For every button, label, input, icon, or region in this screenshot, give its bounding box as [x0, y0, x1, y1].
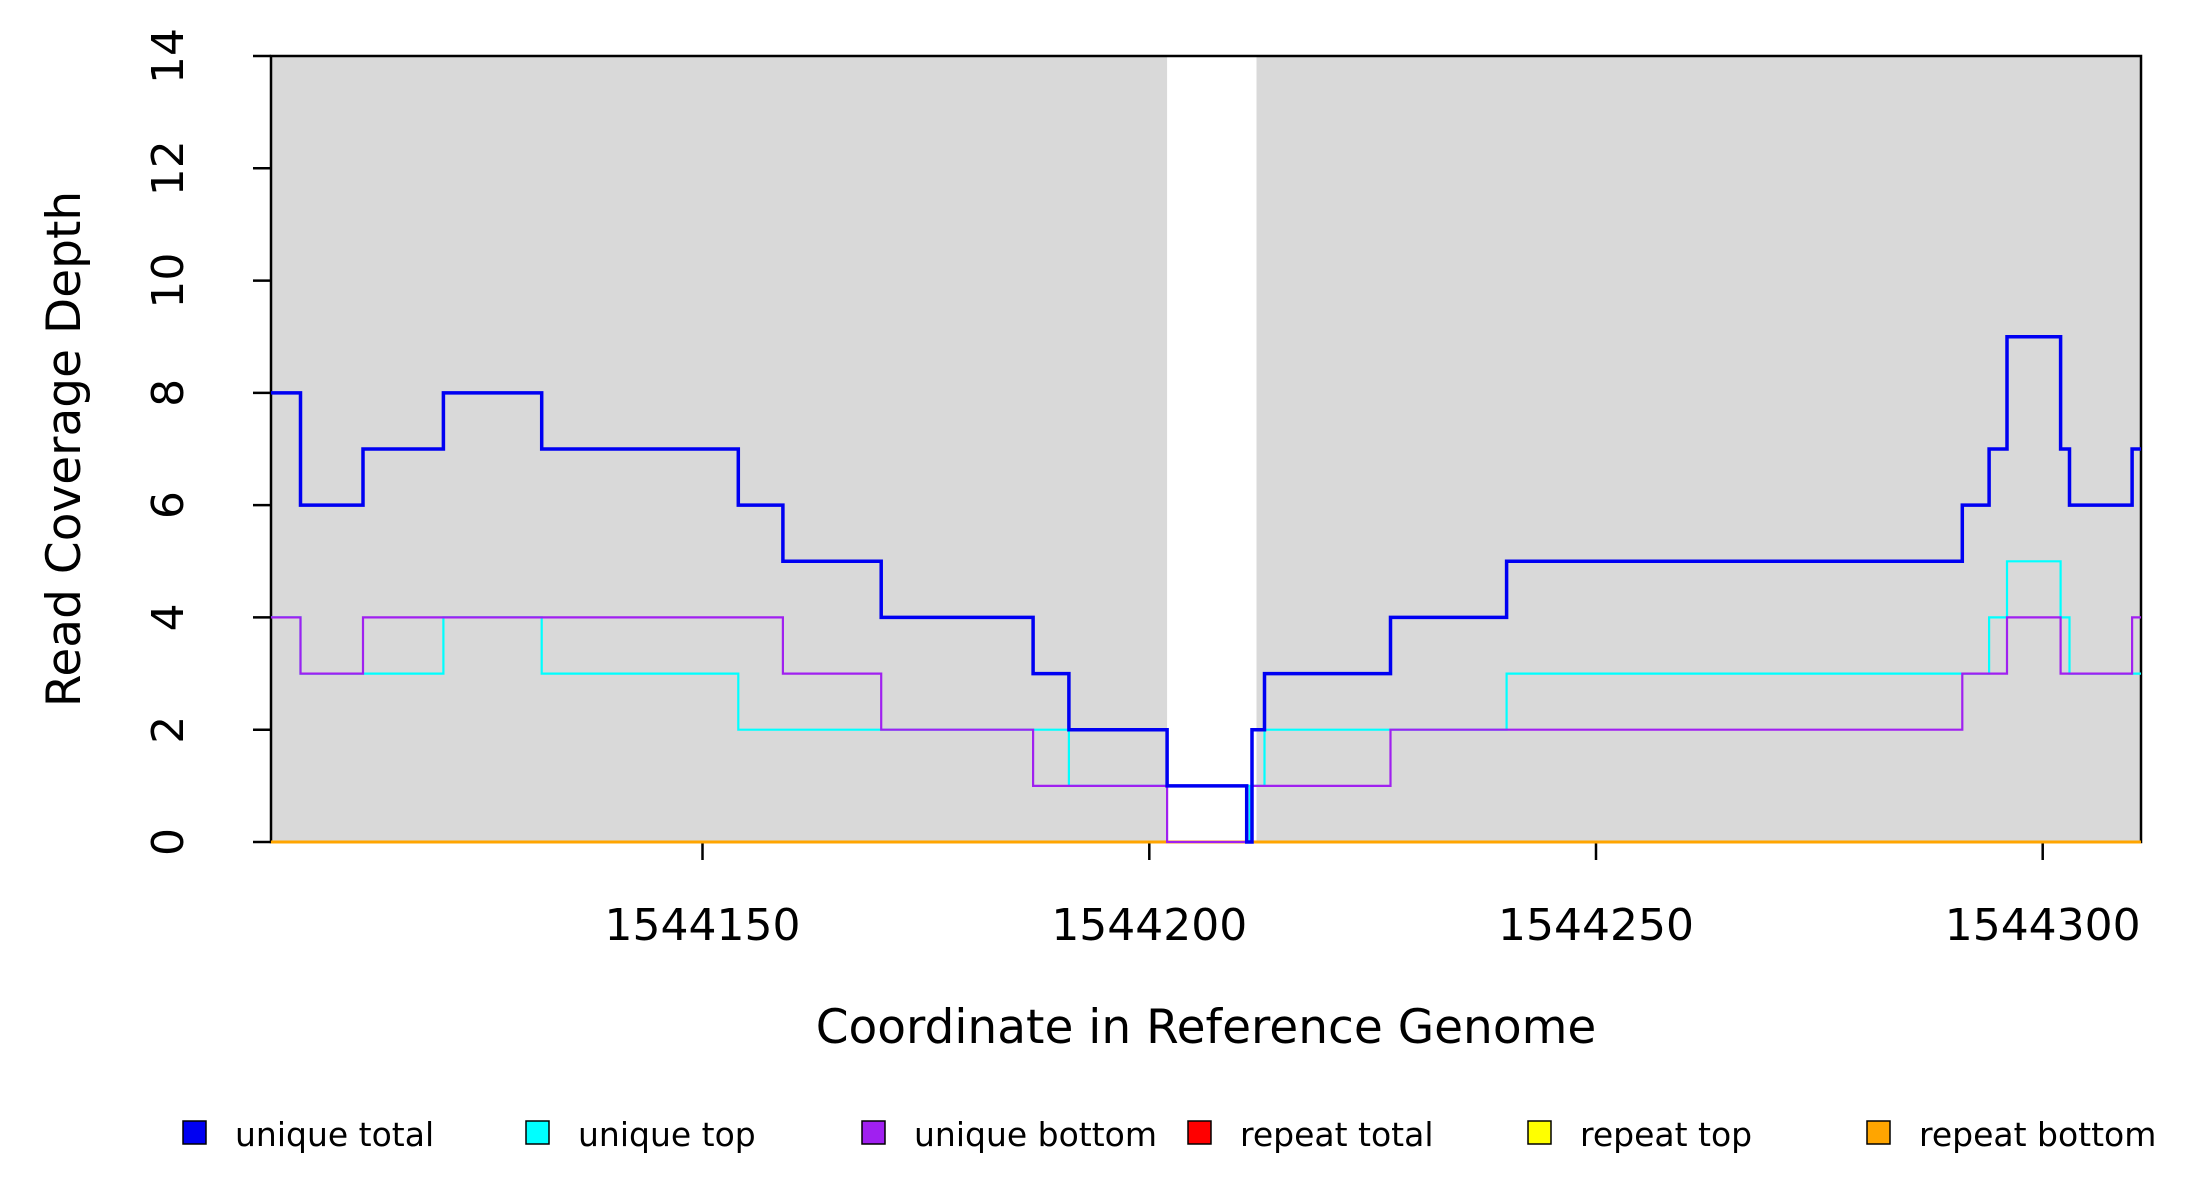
y-tick-label: 6 [143, 491, 194, 519]
legend-label: repeat total [1240, 1115, 1434, 1154]
legend-label: unique total [235, 1115, 434, 1154]
legend-item-repeat-total: repeat total [1187, 1115, 1434, 1154]
y-axis: 0 2 4 6 8 10 12 14 [143, 28, 271, 856]
y-tick-label: 0 [143, 828, 194, 856]
y-tick-label: 2 [143, 716, 194, 744]
legend-swatch [182, 1120, 207, 1145]
series-line-unique-bottom [271, 616, 2141, 844]
legend-swatch [1527, 1120, 1552, 1145]
x-tick-label: 1544250 [1498, 900, 1694, 951]
y-tick-label: 12 [143, 140, 194, 196]
legend-label: unique top [578, 1115, 756, 1154]
x-tick-label: 1544300 [1945, 900, 2141, 951]
y-tick-label: 8 [143, 379, 194, 407]
legend-item-unique-top: unique top [525, 1115, 756, 1154]
legend-swatch [861, 1120, 886, 1145]
legend-item-unique-total: unique total [182, 1115, 434, 1154]
legend-item-repeat-top: repeat top [1527, 1115, 1752, 1154]
y-tick-label: 4 [143, 603, 194, 631]
legend-swatch [1866, 1120, 1891, 1145]
x-axis: 1544150 1544200 1544250 1544300 [605, 842, 2141, 951]
legend-swatch [525, 1120, 550, 1145]
legend: unique total unique top unique bottom repea… [182, 1115, 2156, 1154]
x-tick-label: 1544150 [605, 900, 801, 951]
series-line-unique-total [271, 334, 2141, 844]
y-tick-label: 14 [143, 28, 194, 84]
legend-label: repeat bottom [1919, 1115, 2156, 1154]
y-axis-title: Read Coverage Depth [37, 191, 92, 707]
series-lines [271, 334, 2141, 844]
legend-item-repeat-bottom: repeat bottom [1866, 1115, 2156, 1154]
legend-item-unique-bottom: unique bottom [861, 1115, 1157, 1154]
legend-label: unique bottom [914, 1115, 1157, 1154]
y-tick-label: 10 [143, 253, 194, 309]
x-tick-label: 1544200 [1051, 900, 1247, 951]
x-axis-title: Coordinate in Reference Genome [816, 1000, 1597, 1055]
legend-label: repeat top [1580, 1115, 1752, 1154]
legend-swatch [1187, 1120, 1212, 1145]
